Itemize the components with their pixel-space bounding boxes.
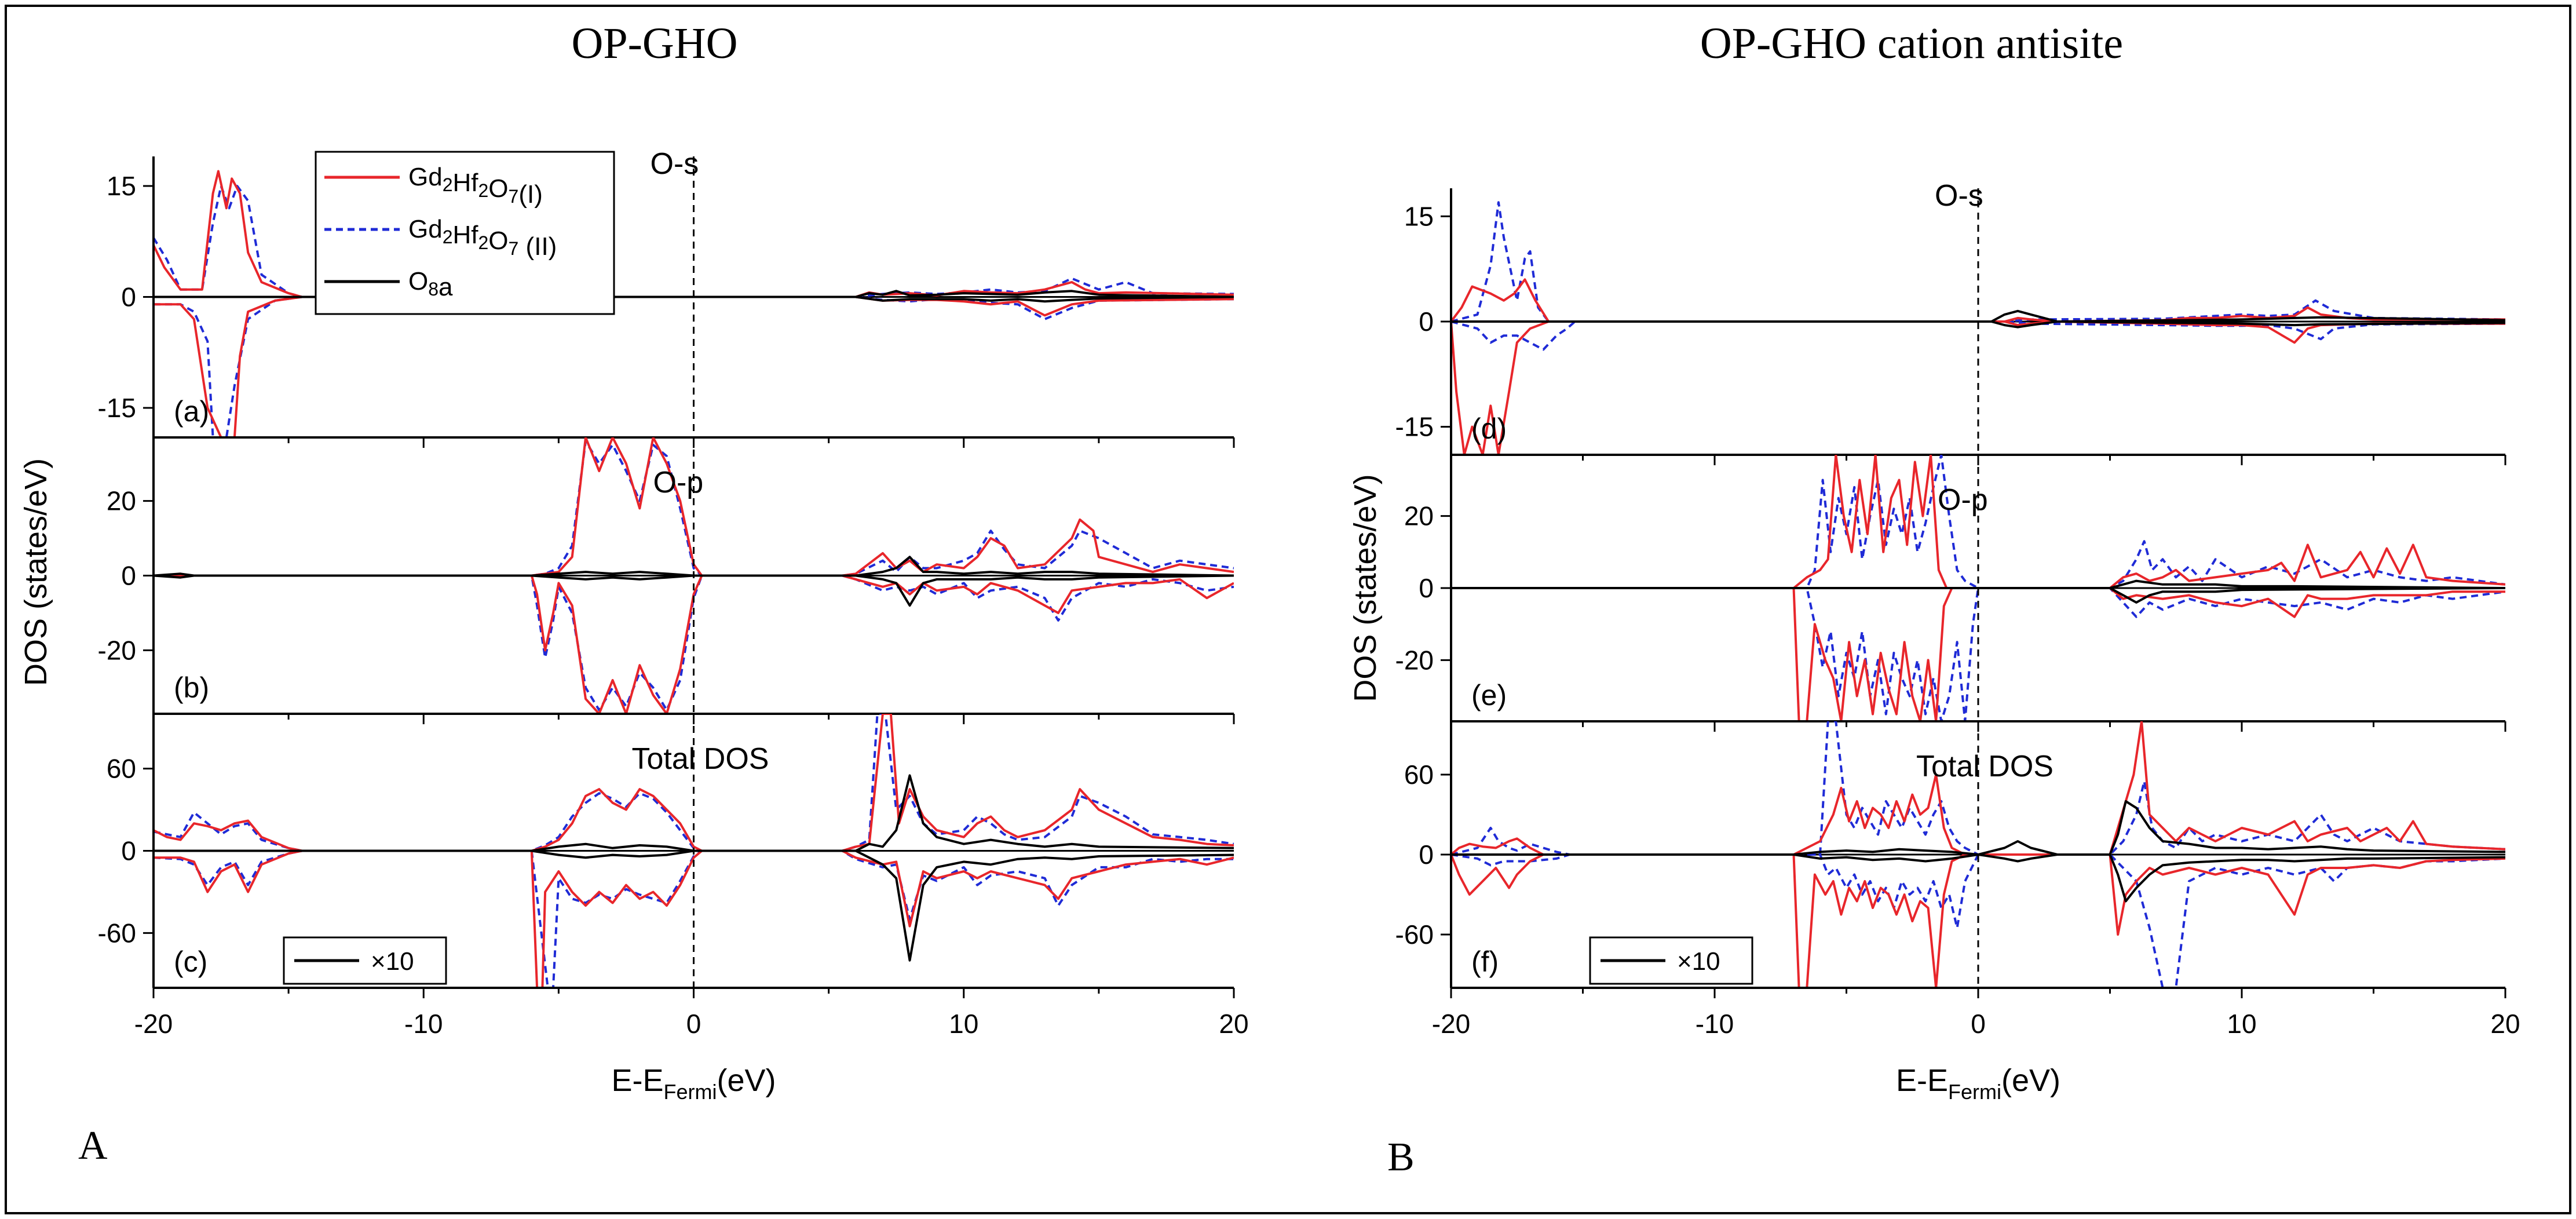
series-gd2hf2o7-ii--up (154, 440, 1234, 577)
subplot-e: -20 0 20 (e) O-p (1395, 455, 2506, 732)
y-tick-label: 0 (1419, 306, 1434, 337)
legend-frame (315, 151, 615, 315)
subplot-c: -60 0 60 (c) Total DOS -20 -10 0 10 20 E-EFermi(eV… (98, 714, 1249, 1104)
series-o8a-down (1451, 853, 2505, 903)
series-gd2hf2o7-i--up (154, 714, 1234, 852)
series-o8a-down (154, 295, 1234, 303)
panel-a-title: OP-GHO (571, 19, 737, 68)
series-gd2hf2o7-i--down (154, 574, 1234, 714)
legend-box: Gd2Hf2O7(I) Gd2Hf2O7 (II) O8a (315, 151, 615, 315)
panel-annotation: O-p (1938, 483, 1988, 517)
series-gd2hf2o7-ii--up (1451, 455, 2505, 589)
series-o8a-up (154, 290, 1234, 298)
y-axis-label: DOS (states/eV) (1348, 474, 1383, 702)
series-o8a-down (1451, 587, 2505, 604)
x-tick-label: 20 (2490, 1009, 2520, 1039)
y-tick-label: 15 (1404, 201, 1434, 231)
legend-label: Gd2Hf2O7 (II) (408, 215, 557, 261)
legend-label: Gd2Hf2O7(I) (408, 163, 543, 209)
subplot-f: -60 0 60 (f) Total DOS -20 -10 0 10 20 E-EFermi(eV… (1395, 721, 2520, 1104)
series-gd2hf2o7-ii--down (1451, 853, 2505, 988)
panel-annotation: Total DOS (632, 742, 769, 776)
scale-legend-label: ×10 (1677, 947, 1720, 976)
panel-annotation: O-p (653, 466, 704, 499)
subplot-label: (b) (174, 671, 209, 704)
series-o8a-down (1451, 320, 2505, 329)
y-tick-label: 0 (1419, 840, 1434, 870)
y-tick-label: -15 (98, 393, 136, 423)
series-gd2hf2o7-ii--down (154, 849, 1234, 988)
scale-legend: ×10 (1589, 936, 1753, 985)
subplot-label: (e) (1471, 679, 1507, 711)
x-tick-label: -20 (1432, 1009, 1470, 1039)
y-tick-label: 0 (1419, 573, 1434, 603)
x-tick-label: 10 (2227, 1009, 2256, 1039)
y-tick-label: 0 (121, 282, 136, 312)
y-tick-label: 60 (107, 754, 136, 784)
series-o8a-up (1451, 800, 2505, 856)
scale-legend-label: ×10 (371, 947, 414, 976)
series-o8a-up (1451, 309, 2505, 323)
series-gd2hf2o7-ii--up (154, 714, 1234, 852)
subplot-label: (a) (174, 395, 209, 428)
y-tick-label: 60 (1404, 760, 1434, 790)
subplot-label: (c) (174, 946, 207, 978)
x-axis-label: E-EFermi(eV) (1896, 1063, 2060, 1104)
series-o8a-up (154, 556, 1234, 577)
panel-a-letter: A (78, 1123, 108, 1168)
series-gd2hf2o7-i--up (1451, 278, 2505, 323)
series-gd2hf2o7-i--down (1451, 587, 2505, 721)
y-tick-label: 0 (121, 561, 136, 591)
x-tick-label: -20 (134, 1009, 173, 1039)
series-gd2hf2o7-ii--down (1451, 587, 2505, 721)
x-tick-label: 20 (1219, 1009, 1248, 1039)
series-gd2hf2o7-i--up (1451, 455, 2505, 589)
y-tick-label: 0 (121, 836, 136, 866)
panel-annotation: Total DOS (1916, 750, 2054, 783)
panel-b-letter: B (1387, 1135, 1415, 1180)
panel-annotation: O-s (1935, 179, 1983, 213)
subplot-b: -20 0 20 (b) O-p (98, 437, 1235, 724)
series-o8a-down (154, 574, 1234, 607)
y-tick-label: -60 (1395, 919, 1434, 950)
y-tick-label: 20 (107, 486, 136, 516)
panel-annotation: O-s (651, 147, 699, 181)
legend: Gd2Hf2O7(I) Gd2Hf2O7 (II) O8a ×10 ×10 (283, 151, 1753, 985)
plot-area: -15 0 15 (a) O-s -20 0 20 (b) O-p -60 0 60 (c) Total D… (19, 147, 2520, 1104)
x-tick-label: 10 (949, 1009, 978, 1039)
series-gd2hf2o7-ii--up (1451, 721, 2505, 856)
x-tick-label: 0 (686, 1009, 701, 1039)
series-gd2hf2o7-i--down (154, 849, 1234, 988)
legend-label: O8a (408, 267, 453, 301)
series-gd2hf2o7-ii--down (1451, 320, 2505, 351)
y-tick-label: 15 (107, 171, 136, 201)
subplot-label: (d) (1471, 413, 1507, 445)
y-tick-label: -15 (1395, 412, 1434, 442)
series-gd2hf2o7-i--down (1451, 320, 2505, 455)
series-o8a-up (154, 774, 1234, 852)
y-tick-label: 20 (1404, 501, 1434, 531)
y-tick-label: -20 (98, 635, 136, 665)
x-tick-label: -10 (1696, 1009, 1734, 1039)
panel-b-title: OP-GHO cation antisite (1700, 19, 2123, 68)
y-tick-label: -60 (98, 918, 136, 948)
y-axis-label: DOS (states/eV) (19, 458, 53, 686)
series-o8a-up (1451, 579, 2505, 589)
subplot-label: (f) (1471, 946, 1499, 978)
series-o8a-down (154, 849, 1234, 962)
scale-legend: ×10 (283, 936, 447, 985)
x-axis-label: E-EFermi(eV) (611, 1063, 776, 1104)
x-tick-label: 0 (1971, 1009, 1986, 1039)
y-tick-label: -20 (1395, 645, 1434, 675)
x-tick-label: -10 (404, 1009, 443, 1039)
